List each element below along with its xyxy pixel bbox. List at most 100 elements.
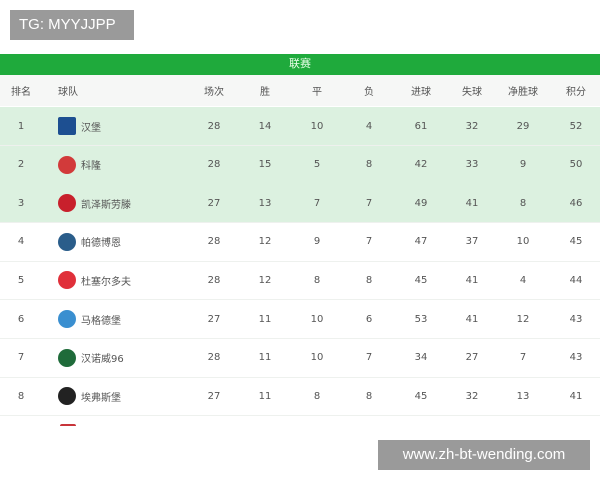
team-cell: 汉诺威96	[58, 339, 188, 377]
team-cell: 杜塞尔多夫	[58, 261, 188, 299]
ga-cell: 27	[465, 352, 479, 364]
d-cell: 5	[313, 159, 321, 171]
d-cell: 8	[313, 390, 321, 402]
kaiserslautern-logo-icon	[58, 194, 76, 213]
header-gf: 进球	[411, 87, 431, 98]
d-cell: 10	[310, 120, 324, 132]
elversberg-logo-icon	[58, 387, 76, 406]
p-cell: 27	[207, 313, 221, 325]
gd-cell: 9	[519, 159, 527, 171]
header-p: 场次	[204, 87, 224, 98]
l-cell: 8	[365, 159, 373, 171]
team-name: 汉堡	[81, 122, 101, 134]
team-cell: 帕德博恩	[58, 223, 188, 261]
table-row[interactable]: 7 汉诺威96 28 11 10 7 34 27 7 43	[0, 339, 600, 378]
header-w: 胜	[260, 87, 270, 98]
l-cell: 8	[365, 274, 373, 286]
p-cell: 27	[207, 390, 221, 402]
gf-cell: 47	[414, 236, 428, 248]
gd-cell: 7	[519, 352, 527, 364]
pts-cell: 46	[569, 197, 583, 209]
partial-row-logo	[60, 424, 76, 426]
gf-cell: 61	[414, 120, 428, 132]
pts-cell: 43	[569, 352, 583, 364]
gd-cell: 13	[516, 390, 530, 402]
p-cell: 28	[207, 236, 221, 248]
gd-cell: 12	[516, 313, 530, 325]
team-name: 杜塞尔多夫	[81, 276, 131, 288]
table-row[interactable]: 5 杜塞尔多夫 28 12 8 8 45 41 4 44	[0, 261, 600, 301]
dusseldorf-logo-icon	[58, 271, 76, 290]
rank-cell: 1	[17, 120, 25, 132]
w-cell: 11	[258, 352, 272, 364]
watermark-label-top: TG: MYYJJPP	[10, 10, 134, 40]
p-cell: 27	[207, 197, 221, 209]
table-row[interactable]: 8 埃弗斯堡 27 11 8 8 45 32 13 41	[0, 377, 600, 417]
pts-cell: 43	[569, 313, 583, 325]
l-cell: 7	[365, 197, 373, 209]
rank-cell: 7	[17, 352, 25, 364]
w-cell: 12	[258, 274, 272, 286]
rank-cell: 5	[17, 274, 25, 286]
header-team: 球队	[58, 87, 78, 98]
gd-cell: 10	[516, 236, 530, 248]
table-row[interactable]: 1 汉堡 28 14 10 4 61 32 29 52	[0, 107, 600, 146]
l-cell: 6	[365, 313, 373, 325]
magdeburg-logo-icon	[58, 310, 76, 328]
l-cell: 7	[365, 236, 373, 248]
paderborn-logo-icon	[58, 232, 76, 251]
gd-cell: 29	[516, 120, 530, 132]
rank-cell: 8	[17, 390, 25, 402]
pts-cell: 50	[569, 159, 583, 171]
league-title-bar: 联赛	[0, 54, 600, 75]
gd-cell: 8	[519, 197, 527, 209]
header-ga: 失球	[462, 87, 482, 98]
w-cell: 11	[258, 313, 272, 325]
pts-cell: 41	[569, 390, 583, 402]
header-d: 平	[312, 87, 322, 98]
header-l: 负	[364, 87, 374, 98]
gf-cell: 53	[414, 313, 428, 325]
d-cell: 8	[313, 274, 321, 286]
pts-cell: 45	[569, 236, 583, 248]
team-name: 埃弗斯堡	[81, 392, 121, 404]
rank-cell: 3	[17, 197, 25, 209]
header-pts: 积分	[566, 87, 586, 98]
d-cell: 10	[310, 313, 324, 325]
watermark-label-bottom: www.zh-bt-wending.com	[378, 440, 590, 470]
gf-cell: 49	[414, 197, 428, 209]
gf-cell: 34	[414, 352, 428, 364]
rank-cell: 4	[17, 236, 25, 248]
p-cell: 28	[207, 352, 221, 364]
l-cell: 8	[365, 390, 373, 402]
table-row[interactable]: 3 凯泽斯劳滕 27 13 7 7 49 41 8 46	[0, 184, 600, 224]
w-cell: 12	[258, 236, 272, 248]
team-cell: 凯泽斯劳滕	[58, 184, 188, 222]
team-name: 马格德堡	[81, 315, 121, 327]
table-row[interactable]: 4 帕德博恩 28 12 9 7 47 37 10 45	[0, 223, 600, 262]
gf-cell: 45	[414, 274, 428, 286]
ga-cell: 32	[465, 390, 479, 402]
team-cell: 汉堡	[58, 107, 188, 145]
ga-cell: 41	[465, 274, 479, 286]
team-name: 汉诺威96	[81, 354, 124, 366]
team-cell: 科隆	[58, 146, 188, 184]
team-name: 科隆	[81, 161, 101, 173]
table-row[interactable]: 2 科隆 28 15 5 8 42 33 9 50	[0, 145, 600, 185]
ga-cell: 41	[465, 313, 479, 325]
rank-cell: 6	[17, 313, 25, 325]
w-cell: 13	[258, 197, 272, 209]
w-cell: 11	[258, 390, 272, 402]
table-row[interactable]: 6 马格德堡 27 11 10 6 53 41 12 43	[0, 300, 600, 339]
pts-cell: 52	[569, 120, 583, 132]
gf-cell: 42	[414, 159, 428, 171]
l-cell: 4	[365, 120, 373, 132]
team-name: 凯泽斯劳滕	[81, 199, 131, 211]
table-header: 排名 球队 场次 胜 平 负 进球 失球 净胜球 积分	[0, 75, 600, 106]
d-cell: 9	[313, 236, 321, 248]
team-cell: 马格德堡	[58, 300, 188, 338]
rank-cell: 2	[17, 159, 25, 171]
ga-cell: 32	[465, 120, 479, 132]
team-cell: 埃弗斯堡	[58, 377, 188, 415]
w-cell: 15	[258, 159, 272, 171]
